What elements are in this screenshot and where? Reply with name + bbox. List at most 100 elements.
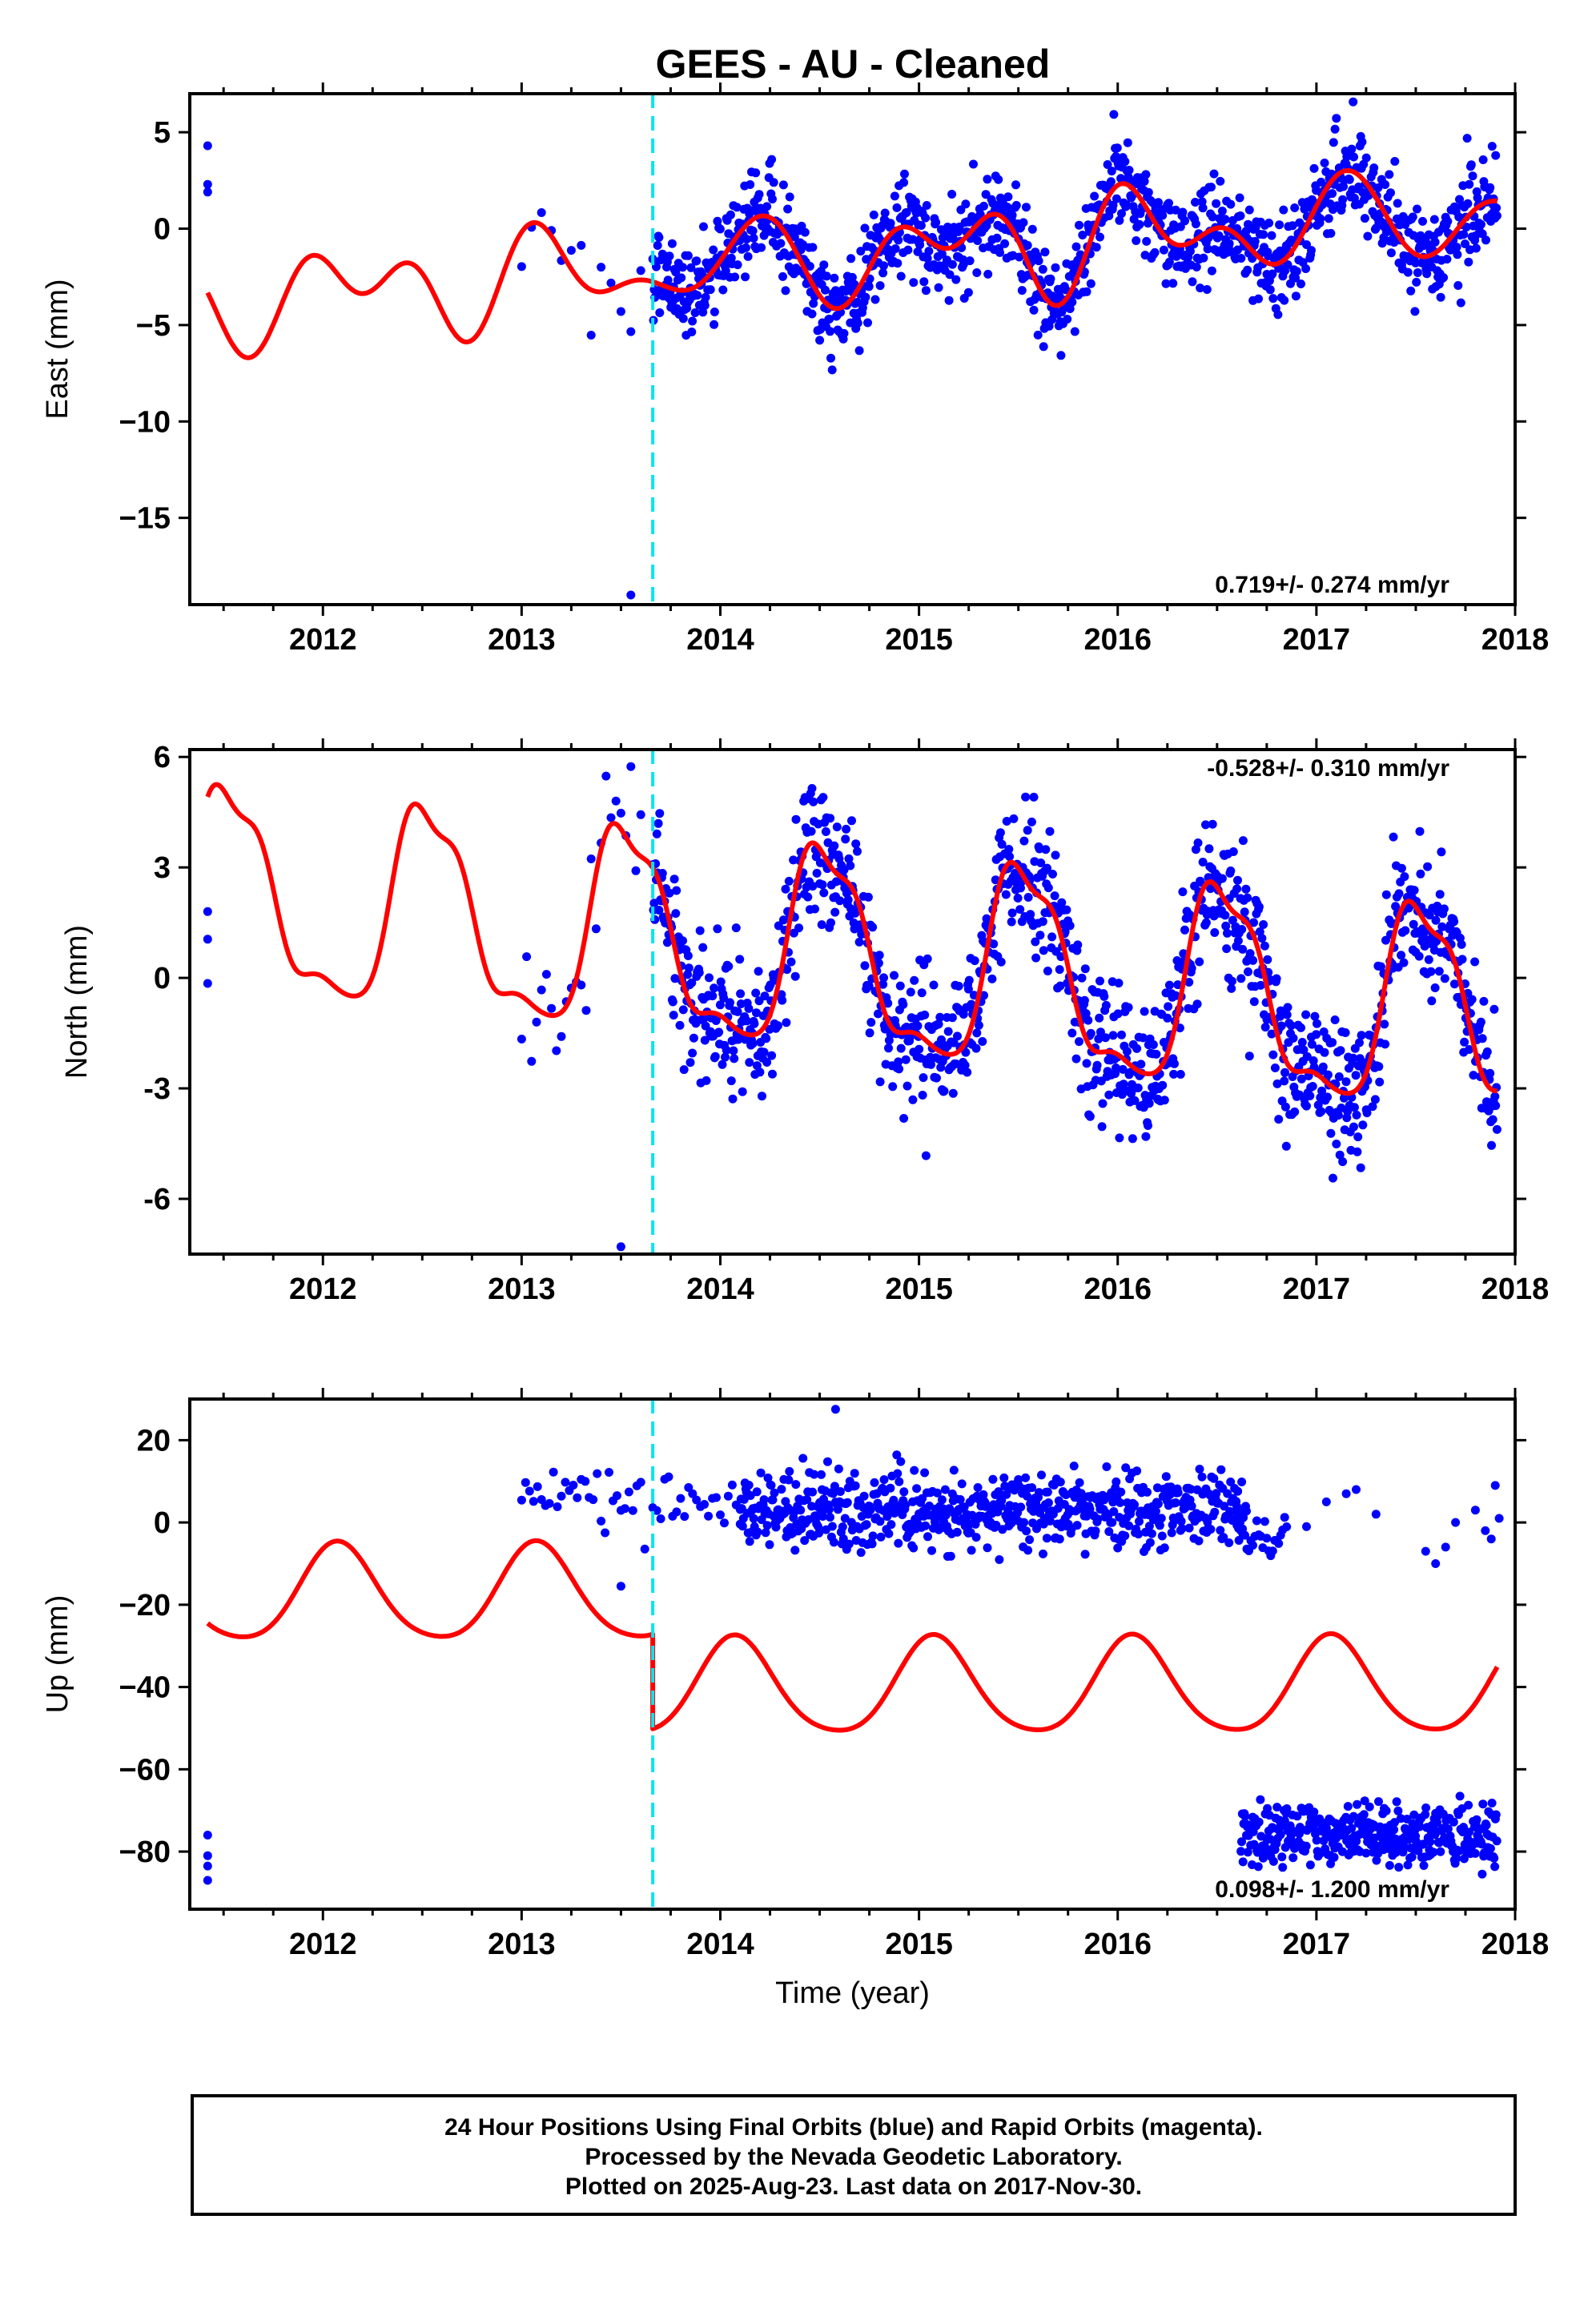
data-point <box>1305 1091 1315 1100</box>
data-point <box>1490 1481 1500 1490</box>
data-point <box>1158 1080 1168 1090</box>
data-point <box>875 1517 885 1526</box>
data-point <box>1134 1530 1144 1539</box>
data-point <box>1349 97 1358 107</box>
data-point <box>863 892 873 902</box>
data-point <box>620 1504 629 1514</box>
data-point <box>1132 1043 1142 1053</box>
data-point <box>721 266 730 275</box>
x-tick-label: 2012 <box>289 623 357 657</box>
data-point <box>683 970 693 979</box>
data-point <box>854 346 864 356</box>
data-point <box>1341 1028 1350 1037</box>
data-point <box>1296 1826 1305 1835</box>
data-point <box>1376 962 1385 971</box>
data-point <box>770 1488 779 1498</box>
data-point <box>1374 1062 1384 1072</box>
data-point <box>1368 1102 1377 1112</box>
data-point <box>1173 980 1183 990</box>
data-point <box>1434 967 1444 976</box>
chart-title: GEES - AU - Cleaned <box>656 42 1051 86</box>
data-point <box>549 1467 558 1477</box>
rate-label: 0.098+/- 1.200 mm/yr <box>1215 1876 1449 1903</box>
data-point <box>1053 1504 1063 1513</box>
data-point <box>1238 1857 1248 1867</box>
data-point <box>1443 1824 1453 1834</box>
data-point <box>1220 215 1230 224</box>
data-point <box>860 223 870 233</box>
data-point <box>1226 866 1236 875</box>
data-point <box>960 1060 970 1070</box>
data-point <box>944 296 954 305</box>
north-panel: 2012 2013 2014 2015 2016 2017 2018 6 3 0 -3 -6 North… <box>60 738 1549 1306</box>
data-point <box>693 291 702 300</box>
data-point <box>529 1497 538 1506</box>
data-point <box>963 984 973 994</box>
data-point <box>1494 1514 1504 1523</box>
data-point <box>796 1506 806 1515</box>
data-point <box>917 988 927 998</box>
data-point <box>1349 1103 1359 1112</box>
data-point <box>1418 1839 1428 1849</box>
data-point <box>1214 231 1224 240</box>
data-point <box>1144 1099 1154 1108</box>
data-point <box>812 868 822 878</box>
data-point <box>586 331 596 340</box>
data-point <box>1187 1502 1196 1511</box>
data-point <box>987 974 997 983</box>
y-tick-label: −60 <box>119 1753 171 1787</box>
data-point <box>943 1027 953 1036</box>
data-point <box>1357 1031 1366 1040</box>
data-point <box>1425 1837 1435 1847</box>
data-point <box>735 955 745 964</box>
data-point <box>1161 279 1171 288</box>
data-point <box>768 195 777 204</box>
data-point <box>1160 1096 1169 1105</box>
data-point <box>1101 1000 1111 1010</box>
data-point <box>654 233 664 242</box>
data-point <box>784 876 794 886</box>
data-point <box>521 1478 530 1487</box>
data-point <box>1491 151 1501 160</box>
data-point <box>626 327 636 336</box>
data-point <box>1001 890 1011 899</box>
data-point <box>843 895 853 905</box>
data-point <box>754 967 763 976</box>
data-point <box>868 923 878 932</box>
data-point <box>733 260 742 270</box>
data-point <box>866 1018 876 1027</box>
data-point <box>724 962 734 971</box>
data-point <box>1485 183 1495 192</box>
data-point <box>890 244 900 253</box>
data-point <box>894 1064 904 1074</box>
data-point <box>1276 1830 1285 1839</box>
data-point <box>889 1495 899 1505</box>
data-point <box>1301 1841 1311 1851</box>
data-point <box>981 190 991 199</box>
data-point <box>1329 1173 1337 1183</box>
data-point <box>1236 1509 1246 1518</box>
data-point <box>805 262 814 271</box>
data-point <box>557 1031 566 1041</box>
data-point <box>1091 243 1101 252</box>
data-point <box>1216 1465 1226 1474</box>
y-tick-label: −40 <box>119 1671 171 1705</box>
data-point <box>752 1008 761 1018</box>
data-point <box>1233 936 1243 946</box>
data-point <box>683 251 693 260</box>
data-point <box>963 287 973 297</box>
data-point <box>754 190 764 199</box>
data-point <box>821 827 830 836</box>
data-point <box>949 1038 959 1047</box>
y-tick-label: 3 <box>154 851 171 885</box>
data-point <box>1360 214 1369 223</box>
data-point <box>1386 188 1395 198</box>
data-point <box>1047 932 1057 942</box>
data-point <box>706 285 715 295</box>
data-point <box>624 1487 633 1497</box>
data-point <box>1232 1502 1242 1511</box>
data-point <box>1094 1034 1104 1043</box>
data-point <box>921 1521 931 1530</box>
data-point <box>817 920 826 930</box>
data-point <box>830 841 839 850</box>
